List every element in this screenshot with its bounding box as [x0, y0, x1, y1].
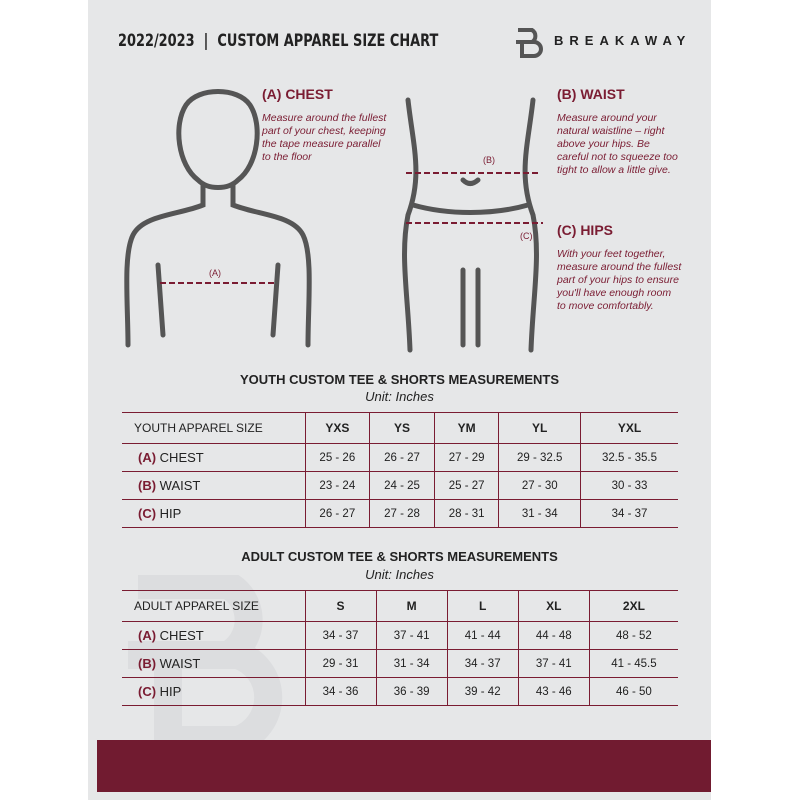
- cell: 29 - 32.5: [498, 443, 581, 472]
- adult-table-title: ADULT CUSTOM TEE & SHORTS MEASUREMENTS: [241, 549, 558, 564]
- row-letter: (C): [138, 506, 157, 521]
- upper-body-illustration: [124, 89, 312, 348]
- header-cell: YL: [498, 412, 581, 444]
- row-letter: (B): [138, 656, 157, 671]
- row-label: (C) HIP: [122, 499, 305, 528]
- cell: 34 - 36: [304, 677, 377, 706]
- row-name: WAIST: [159, 478, 201, 493]
- table-row: (A) CHEST 25 - 26 26 - 27 27 - 29 29 - 32.5 3…: [122, 443, 678, 472]
- cell: 41 - 44: [446, 621, 519, 650]
- cell: 27 - 30: [498, 471, 581, 500]
- waist-marker: (B): [483, 155, 495, 165]
- table-row: (B) WAIST 29 - 31 31 - 34 34 - 37 37 - 41 41 …: [122, 649, 678, 678]
- row-letter: (C): [138, 684, 157, 699]
- chest-instructions: Measure around the fullest part of your …: [262, 112, 387, 163]
- cell: 32.5 - 35.5: [579, 443, 678, 472]
- cell: 31 - 34: [498, 499, 581, 528]
- header-cell: ADULT APPAREL SIZE: [122, 590, 305, 622]
- chest-marker: (A): [209, 268, 221, 278]
- row-label: (B) WAIST: [122, 649, 305, 678]
- youth-table-title: YOUTH CUSTOM TEE & SHORTS MEASUREMENTS: [239, 372, 559, 387]
- cell: 46 - 50: [588, 677, 678, 706]
- row-label: (A) CHEST: [122, 443, 305, 472]
- page-title: 2022/2023 | CUSTOM APPAREL SIZE CHART: [118, 31, 439, 51]
- cell: 25 - 27: [433, 471, 499, 500]
- youth-size-table: YOUTH APPAREL SIZE YXS YS YM YL YXL (A) CHEST…: [122, 412, 678, 528]
- footer-bar: [97, 740, 711, 792]
- cell: 31 - 34: [375, 649, 448, 678]
- cell: 27 - 28: [369, 499, 435, 528]
- row-letter: (B): [138, 478, 157, 493]
- cell: 25 - 26: [304, 443, 370, 472]
- size-chart-page: 2022/2023 | CUSTOM APPAREL SIZE CHART BR…: [88, 0, 711, 800]
- cell: 30 - 33: [579, 471, 678, 500]
- table-row: (A) CHEST 34 - 37 37 - 41 41 - 44 44 - 48 48 …: [122, 621, 678, 650]
- row-letter: (A): [138, 628, 157, 643]
- row-label: (C) HIP: [122, 677, 305, 706]
- header-cell: YXS: [304, 412, 370, 444]
- row-name: CHEST: [159, 450, 204, 465]
- breakaway-logo-icon: [516, 28, 543, 58]
- row-label: (A) CHEST: [122, 621, 305, 650]
- cell: 44 - 48: [517, 621, 590, 650]
- header-cell: XL: [517, 590, 590, 622]
- cell: 37 - 41: [517, 649, 590, 678]
- cell: 34 - 37: [446, 649, 519, 678]
- waist-heading: (B) WAIST: [557, 86, 625, 102]
- table-row: (C) HIP 34 - 36 36 - 39 39 - 42 43 - 46 46 - …: [122, 677, 678, 706]
- cell: 37 - 41: [375, 621, 448, 650]
- adult-unit: Unit: Inches: [365, 567, 434, 582]
- hips-instructions: With your feet together, measure around …: [557, 248, 682, 312]
- cell: 36 - 39: [375, 677, 448, 706]
- table-header-row: YOUTH APPAREL SIZE YXS YS YM YL YXL: [122, 412, 678, 444]
- cell: 27 - 29: [433, 443, 499, 472]
- cell: 39 - 42: [446, 677, 519, 706]
- adult-size-table: ADULT APPAREL SIZE S M L XL 2XL (A) CHEST 34 -…: [122, 590, 678, 706]
- header-cell: 2XL: [588, 590, 678, 622]
- header-cell: M: [375, 590, 448, 622]
- table-row: (B) WAIST 23 - 24 24 - 25 25 - 27 27 - 30 30 …: [122, 471, 678, 500]
- cell: 29 - 31: [304, 649, 377, 678]
- row-label: (B) WAIST: [122, 471, 305, 500]
- header-cell: YM: [433, 412, 499, 444]
- waist-instructions: Measure around your natural waistline – …: [557, 112, 678, 176]
- row-letter: (A): [138, 450, 157, 465]
- chest-heading: (A) CHEST: [262, 86, 333, 102]
- cell: 41 - 45.5: [588, 649, 678, 678]
- cell: 34 - 37: [304, 621, 377, 650]
- cell: 48 - 52: [588, 621, 678, 650]
- cell: 24 - 25: [369, 471, 435, 500]
- table-header-row: ADULT APPAREL SIZE S M L XL 2XL: [122, 590, 678, 622]
- header-cell: YXL: [579, 412, 678, 444]
- brand-name: BREAKAWAY: [554, 33, 692, 48]
- header-cell: YS: [369, 412, 435, 444]
- hips-heading: (C) HIPS: [557, 222, 613, 238]
- row-name: HIP: [159, 506, 182, 521]
- row-name: WAIST: [159, 656, 201, 671]
- row-name: CHEST: [159, 628, 204, 643]
- hips-marker: (C): [520, 231, 533, 241]
- cell: 26 - 27: [369, 443, 435, 472]
- header-cell: YOUTH APPAREL SIZE: [122, 412, 305, 444]
- cell: 28 - 31: [433, 499, 499, 528]
- cell: 34 - 37: [579, 499, 678, 528]
- cell: 43 - 46: [517, 677, 590, 706]
- cell: 26 - 27: [304, 499, 370, 528]
- youth-unit: Unit: Inches: [365, 389, 434, 404]
- lower-body-illustration: [402, 97, 543, 353]
- table-row: (C) HIP 26 - 27 27 - 28 28 - 31 31 - 34 34 - …: [122, 499, 678, 528]
- header-cell: L: [446, 590, 519, 622]
- header-cell: S: [304, 590, 377, 622]
- cell: 23 - 24: [304, 471, 370, 500]
- row-name: HIP: [159, 684, 182, 699]
